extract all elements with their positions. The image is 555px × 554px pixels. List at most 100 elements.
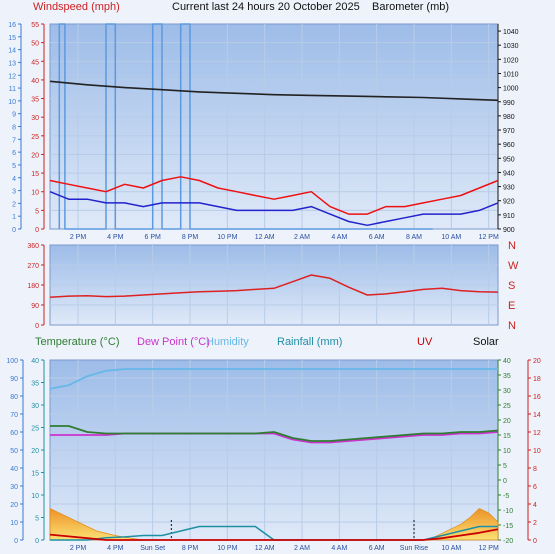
left-axis-tick-label: 80 xyxy=(10,394,18,401)
x-tick-label: 4 PM xyxy=(107,545,124,552)
left-axis-tick-label: 90 xyxy=(31,303,39,310)
left-axis-tick-label: 100 xyxy=(6,358,18,365)
right-axis-tick-label: 920 xyxy=(503,199,515,206)
left-axis-tick-label: 14 xyxy=(8,48,16,55)
left-axis-tick-label: 11 xyxy=(9,86,16,93)
left-axis-tick-label: 90 xyxy=(10,376,18,383)
right-axis-tick-label: 20 xyxy=(533,358,541,365)
right-axis-tick-label: 15 xyxy=(503,433,511,440)
right-axis-tick-label: 990 xyxy=(503,100,515,107)
right-axis-tick-label: -15 xyxy=(503,523,513,530)
right-axis-tick-label: 8 xyxy=(533,466,537,473)
right-axis-tick-label: 10 xyxy=(533,448,541,455)
humidity-line xyxy=(49,368,498,390)
left-axis-tick-label: 25 xyxy=(31,134,39,141)
left-axis-tick-label: 0 xyxy=(14,538,18,545)
x-tick-label: 8 PM xyxy=(182,545,199,552)
legend-humidity: Humidity xyxy=(206,336,249,348)
right-axis-tick-label: 0 xyxy=(503,478,507,485)
x-tick-label: Sun Set xyxy=(140,545,165,552)
x-tick-label: 4 AM xyxy=(331,545,347,552)
left-axis-tick-label: 6 xyxy=(12,150,16,157)
compass-label: N xyxy=(508,240,516,252)
right-axis-tick-label: 950 xyxy=(503,156,515,163)
compass-label: S xyxy=(508,280,515,292)
right-axis-tick-label: 2 xyxy=(533,520,537,527)
x-tick-label: 8 AM xyxy=(406,234,422,241)
left-axis-tick-label: 55 xyxy=(31,22,39,29)
wind-pressure-panel xyxy=(49,23,499,230)
legend-rainfall: Rainfall (mm) xyxy=(277,336,342,348)
x-tick-label: 12 PM xyxy=(479,234,499,241)
right-axis-tick-label: 10 xyxy=(503,448,511,455)
right-axis-tick-label: 20 xyxy=(503,418,511,425)
left-axis-tick-label: 4 xyxy=(12,176,16,183)
right-axis-tick-label: 40 xyxy=(503,358,511,365)
right-axis-tick-label: 910 xyxy=(503,213,515,220)
right-axis-tick-label: 12 xyxy=(533,430,541,437)
x-tick-label: 10 AM xyxy=(441,234,461,241)
left-axis-tick-label: 15 xyxy=(31,171,39,178)
legend-dewpoint: Dew Point (°C) xyxy=(137,336,210,348)
windspeed-label: Windspeed (mph) xyxy=(33,1,120,13)
gust-spike-line xyxy=(58,23,433,230)
legend-temperature: Temperature (°C) xyxy=(35,336,119,348)
x-tick-label: 2 AM xyxy=(294,545,310,552)
left-axis-tick-label: 0 xyxy=(12,227,16,234)
x-tick-label: 10 AM xyxy=(441,545,461,552)
left-axis-tick-label: 70 xyxy=(10,412,18,419)
right-axis-tick-label: 6 xyxy=(533,484,537,491)
x-tick-label: 2 PM xyxy=(70,545,87,552)
left-axis-tick-label: 13 xyxy=(8,60,16,67)
left-axis-tick-label: 3 xyxy=(12,189,16,196)
left-axis-tick-label: 15 xyxy=(8,35,16,42)
left-axis-tick-label: 0 xyxy=(35,323,39,330)
left-axis-tick-label: 30 xyxy=(10,484,18,491)
x-tick-label: Sun Rise xyxy=(400,545,429,552)
compass-label: N xyxy=(508,320,516,332)
legend-solar: Solar xyxy=(473,336,499,348)
compass-label: W xyxy=(508,260,519,272)
right-axis-tick-label: 940 xyxy=(503,170,515,177)
left-axis-tick-label: 20 xyxy=(10,502,18,509)
right-axis-tick-label: 1000 xyxy=(503,86,519,93)
left-axis-tick-label: 20 xyxy=(31,448,39,455)
compass-label: E xyxy=(508,300,515,312)
right-axis-tick-label: 1040 xyxy=(503,29,519,36)
right-axis-tick-label: 18 xyxy=(533,376,541,383)
temp-rain-plot: 2 PM 4 PM Sun Set 8 PM 10 PM 12 AM 2 AM 4 AM 6 A… xyxy=(6,358,541,552)
x-tick-label: 6 AM xyxy=(369,234,385,241)
x-tick-label: 12 PM xyxy=(479,545,499,552)
right-axis-tick-label: 30 xyxy=(503,388,511,395)
wind-gust-line xyxy=(49,176,499,215)
legend-uv: UV xyxy=(417,336,433,348)
x-tick-label: 2 PM xyxy=(70,234,87,241)
rainfall-line xyxy=(50,525,498,541)
right-axis-tick-label: 35 xyxy=(503,373,511,380)
left-axis-tick-label: 50 xyxy=(31,41,39,48)
left-axis-tick-label: 45 xyxy=(31,59,39,66)
uv-line xyxy=(49,528,499,541)
left-axis-tick-label: 15 xyxy=(31,471,39,478)
right-axis-tick-label: 1020 xyxy=(503,57,519,64)
left-axis-tick-label: 1 xyxy=(12,214,16,221)
left-axis-tick-label: 180 xyxy=(27,283,39,290)
left-axis-tick-label: 10 xyxy=(10,520,18,527)
right-axis-tick-label: -10 xyxy=(503,508,513,515)
right-axis-tick-label: 25 xyxy=(503,403,511,410)
right-axis-tick-label: 980 xyxy=(503,114,515,121)
x-tick-label: 6 PM xyxy=(144,234,161,241)
left-axis-tick-label: 5 xyxy=(35,208,39,215)
left-axis-tick-label: 270 xyxy=(27,263,39,270)
x-tick-label: 6 AM xyxy=(369,545,385,552)
right-axis-tick-label: 1030 xyxy=(503,43,519,50)
right-axis-tick-label: 900 xyxy=(503,227,515,234)
right-axis-tick-label: 930 xyxy=(503,185,515,192)
left-axis-tick-label: 10 xyxy=(31,493,39,500)
left-axis-tick-label: 20 xyxy=(31,152,39,159)
left-axis-tick-label: 10 xyxy=(8,99,16,106)
x-tick-label: 10 PM xyxy=(217,234,237,241)
left-axis-tick-label: 60 xyxy=(10,430,18,437)
